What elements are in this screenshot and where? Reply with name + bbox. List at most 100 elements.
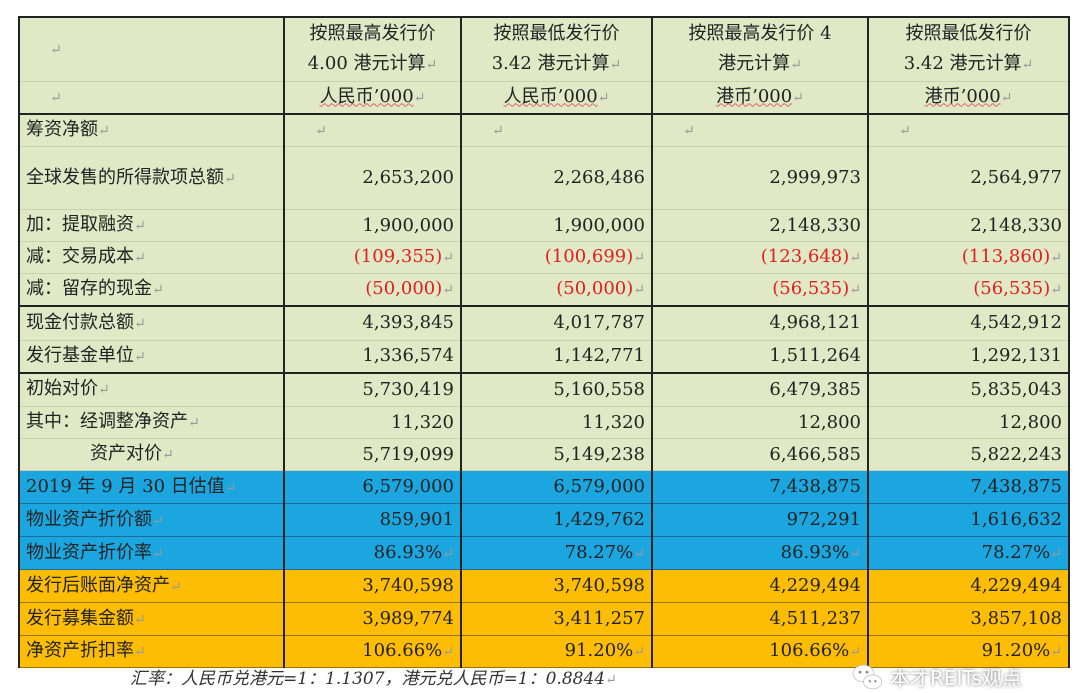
value-cell: 4,229,494: [651, 569, 869, 603]
value-cell: 1,336,574: [283, 339, 462, 374]
row-label: 2019 年 9 月 30 日估值↵: [18, 470, 285, 504]
row-label: 物业资产折价额↵: [18, 503, 285, 537]
value-cell: 5,160,558: [460, 372, 653, 407]
unit-col-1: 人民币’000↵: [283, 80, 462, 115]
value-cell: 7,438,875: [867, 470, 1070, 504]
value-cell: 1,900,000: [460, 209, 653, 242]
value-cell: 6,579,000: [460, 470, 653, 504]
table-row: 现金付款总额↵ 4,393,845 4,017,787 4,968,121 4,542,…: [18, 305, 1070, 341]
unit-corner: ↵: [18, 80, 285, 115]
value-cell: 91.20%↵: [867, 635, 1070, 668]
unit-col-4: 港币’000↵: [867, 80, 1070, 115]
row-label: 加：提取融资↵: [18, 209, 285, 242]
value-cell: 2,148,330: [651, 209, 869, 242]
table-row: 减：交易成本↵ (109,355)↵ (100,699)↵ (123,648)↵ (11…: [18, 241, 1070, 274]
value-cell: (100,699)↵: [460, 241, 653, 274]
row-label: 初始对价↵: [18, 372, 285, 407]
value-cell: 3,989,774: [283, 602, 462, 636]
value-cell: 106.66%↵: [651, 635, 869, 668]
table-row: 净资产折扣率↵ 106.66%↵ 91.20%↵ 106.66%↵ 91.20%↵: [18, 635, 1070, 668]
value-cell: 4,542,912: [867, 305, 1070, 341]
value-cell: 2,564,977: [867, 146, 1070, 210]
table-row: 减：留存的现金↵ (50,000)↵ (50,000)↵ (56,535)↵ (56,5…: [18, 273, 1070, 307]
value-cell: 4,511,237: [651, 602, 869, 636]
value-cell: 91.20%↵: [460, 635, 653, 668]
table-row: 发行基金单位↵ 1,336,574 1,142,771 1,511,264 1,292,…: [18, 339, 1070, 374]
value-cell: 6,579,000: [283, 470, 462, 504]
row-label: 发行基金单位↵: [18, 339, 285, 374]
table-row: 发行后账面净资产↵ 3,740,598 3,740,598 4,229,494 4,22…: [18, 569, 1070, 603]
value-cell: 1,616,632: [867, 503, 1070, 537]
value-cell: 4,017,787: [460, 305, 653, 341]
value-cell: (123,648)↵: [651, 241, 869, 274]
value-cell: 3,857,108: [867, 602, 1070, 636]
row-label: 现金付款总额↵: [18, 305, 285, 341]
value-cell: ↵: [867, 113, 1070, 147]
table-row: 资产对价↵ 5,719,099 5,149,238 6,466,585 5,822,24…: [18, 438, 1070, 471]
value-cell: 859,901: [283, 503, 462, 537]
value-cell: 3,411,257: [460, 602, 653, 636]
unit-col-2: 人民币’000↵: [460, 80, 653, 115]
value-cell: 2,268,486: [460, 146, 653, 210]
row-label: 净资产折扣率↵: [18, 635, 285, 668]
table-row: 筹资净额↵ ↵ ↵ ↵ ↵: [18, 113, 1070, 147]
value-cell: ↵: [651, 113, 869, 147]
value-cell: 5,149,238: [460, 438, 653, 471]
value-cell: 12,800: [651, 406, 869, 439]
value-cell: 2,148,330: [867, 209, 1070, 242]
table-row: 物业资产折价额↵ 859,901 1,429,762 972,291 1,616,632: [18, 503, 1070, 537]
value-cell: 1,429,762: [460, 503, 653, 537]
value-cell: 86.93%↵: [651, 536, 869, 570]
value-cell: (50,000)↵: [460, 273, 653, 307]
row-label: 其中：经调整净资产↵: [18, 406, 285, 439]
value-cell: 5,835,043: [867, 372, 1070, 407]
value-cell: 972,291: [651, 503, 869, 537]
value-cell: 1,292,131: [867, 339, 1070, 374]
value-cell: ↵: [283, 113, 462, 147]
table-row: 加：提取融资↵ 1,900,000 1,900,000 2,148,330 2,148,…: [18, 209, 1070, 242]
header-col-1: 按照最高发行价 4.00 港元计算↵: [283, 16, 462, 82]
row-label: 减：留存的现金↵: [18, 273, 285, 307]
header-corner: ↵: [18, 16, 285, 82]
value-cell: 5,719,099: [283, 438, 462, 471]
row-label: 资产对价↵: [18, 438, 285, 471]
header-col-4: 按照最低发行价 3.42 港元计算↵: [867, 16, 1070, 82]
row-label: 筹资净额↵: [18, 113, 285, 147]
value-cell: 2,653,200: [283, 146, 462, 210]
table-row: 全球发售的所得款项总额↵ 2,653,200 2,268,486 2,999,973 2…: [18, 146, 1070, 210]
value-cell: 86.93%↵: [283, 536, 462, 570]
value-cell: 4,393,845: [283, 305, 462, 341]
value-cell: 106.66%↵: [283, 635, 462, 668]
value-cell: 12,800: [867, 406, 1070, 439]
value-cell: 1,511,264: [651, 339, 869, 374]
value-cell: 2,999,973: [651, 146, 869, 210]
header-row-title: ↵ 按照最高发行价 4.00 港元计算↵ 按照最低发行价 3.42 港元计算↵ 按照…: [18, 16, 1070, 82]
row-label: 发行后账面净资产↵: [18, 569, 285, 603]
header-row-unit: ↵ 人民币’000↵ 人民币’000↵ 港币’000↵ 港币’000↵: [18, 80, 1070, 115]
value-cell: 3,740,598: [460, 569, 653, 603]
value-cell: 5,822,243: [867, 438, 1070, 471]
financial-table: ↵ 按照最高发行价 4.00 港元计算↵ 按照最低发行价 3.42 港元计算↵ 按照…: [18, 16, 1070, 668]
value-cell: 4,229,494: [867, 569, 1070, 603]
value-cell: 11,320: [283, 406, 462, 439]
table-row: 2019 年 9 月 30 日估值↵ 6,579,000 6,579,000 7,43…: [18, 470, 1070, 504]
wechat-icon: [852, 664, 883, 689]
header-col-2: 按照最低发行价 3.42 港元计算↵: [460, 16, 653, 82]
watermark: 本才REITs观点: [850, 662, 1022, 691]
value-cell: 6,466,585: [651, 438, 869, 471]
row-label: 物业资产折价率↵: [18, 536, 285, 570]
value-cell: (50,000)↵: [283, 273, 462, 307]
value-cell: 4,968,121: [651, 305, 869, 341]
value-cell: 5,730,419: [283, 372, 462, 407]
value-cell: 11,320: [460, 406, 653, 439]
value-cell: ↵: [460, 113, 653, 147]
value-cell: (56,535)↵: [867, 273, 1070, 307]
table-row: 物业资产折价率↵ 86.93%↵ 78.27%↵ 86.93%↵ 78.27%↵: [18, 536, 1070, 570]
value-cell: 78.27%↵: [867, 536, 1070, 570]
row-label: 发行募集金额↵: [18, 602, 285, 636]
value-cell: (56,535)↵: [651, 273, 869, 307]
exchange-rate-footnote: 汇率：人民币兑港元=1：1.1307，港元兑人民币=1：0.8844↵: [130, 669, 617, 689]
value-cell: 1,900,000: [283, 209, 462, 242]
table-row: 初始对价↵ 5,730,419 5,160,558 6,479,385 5,835,04…: [18, 372, 1070, 407]
header-col-3: 按照最高发行价 4 港元计算↵: [651, 16, 869, 82]
